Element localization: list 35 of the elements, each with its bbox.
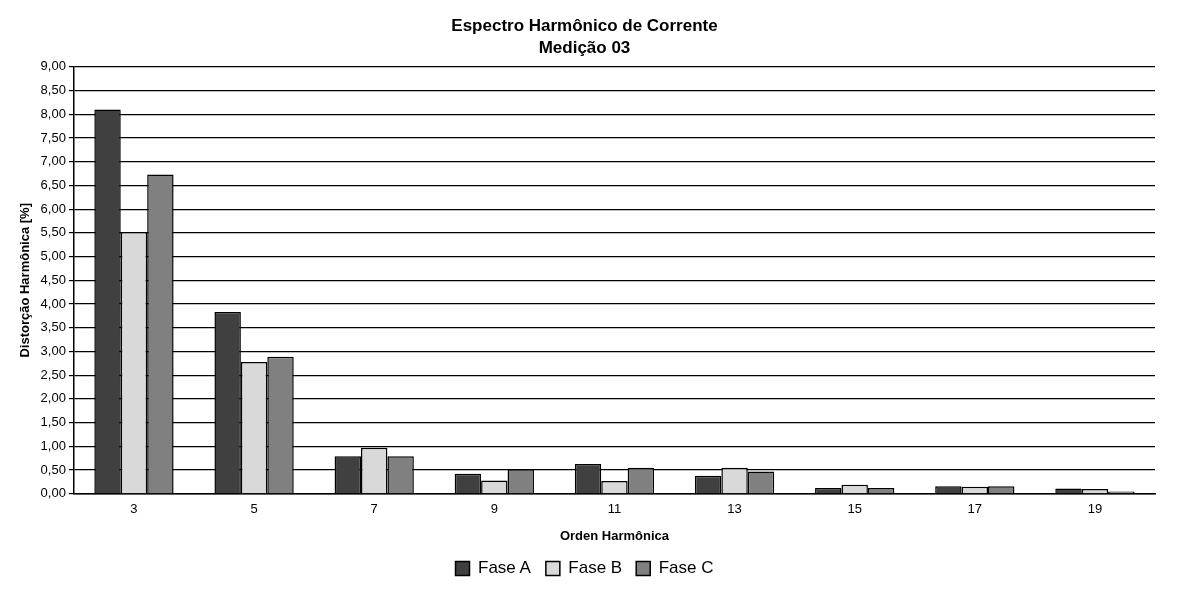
x-tick-label: 7 [370, 501, 378, 517]
x-axis-title: Orden Harmônica [559, 527, 670, 543]
x-tick-label: 5 [250, 501, 258, 517]
y-tick-label: 0,00 [40, 485, 66, 501]
y-tick-label: 6,00 [40, 200, 66, 216]
y-tick-label: 5,00 [40, 248, 66, 264]
y-tick-label: 8,00 [40, 105, 66, 121]
y-tick-label: 1,50 [40, 414, 66, 430]
x-tick-label: 13 [727, 501, 742, 517]
y-tick-label: 1,00 [40, 437, 66, 453]
y-tick-label: 7,50 [40, 129, 66, 145]
y-tick-label: 8,50 [40, 82, 66, 98]
y-tick-label: 5,50 [40, 224, 66, 240]
y-tick-label: 7,00 [40, 153, 66, 169]
x-tick-label: 19 [1087, 501, 1103, 517]
y-tick-label: 9,00 [40, 58, 66, 74]
chart-subtitle: Medição 03 [538, 38, 631, 58]
x-tick-label: 15 [847, 501, 862, 517]
y-tick-label: 3,00 [40, 343, 66, 359]
legend-label: Fase C [658, 558, 714, 578]
y-tick-label: 2,00 [40, 390, 66, 406]
y-tick-label: 0,50 [40, 461, 66, 477]
y-tick-label: 4,00 [40, 295, 66, 311]
legend-label: Fase B [568, 558, 623, 578]
x-tick-label: 3 [130, 501, 138, 517]
x-tick-label: 9 [490, 501, 498, 517]
y-tick-label: 2,50 [40, 366, 66, 382]
legend-label: Fase A [478, 558, 532, 578]
x-tick-label: 17 [967, 501, 983, 517]
x-tick-label: 11 [607, 501, 622, 517]
y-tick-label: 3,50 [40, 319, 66, 335]
y-tick-label: 6,50 [40, 176, 66, 192]
y-axis-title: Distorção Harmônica [%] [17, 203, 33, 358]
y-tick-label: 4,50 [40, 271, 66, 287]
chart-title: Espectro Harmônico de Corrente [451, 15, 718, 35]
